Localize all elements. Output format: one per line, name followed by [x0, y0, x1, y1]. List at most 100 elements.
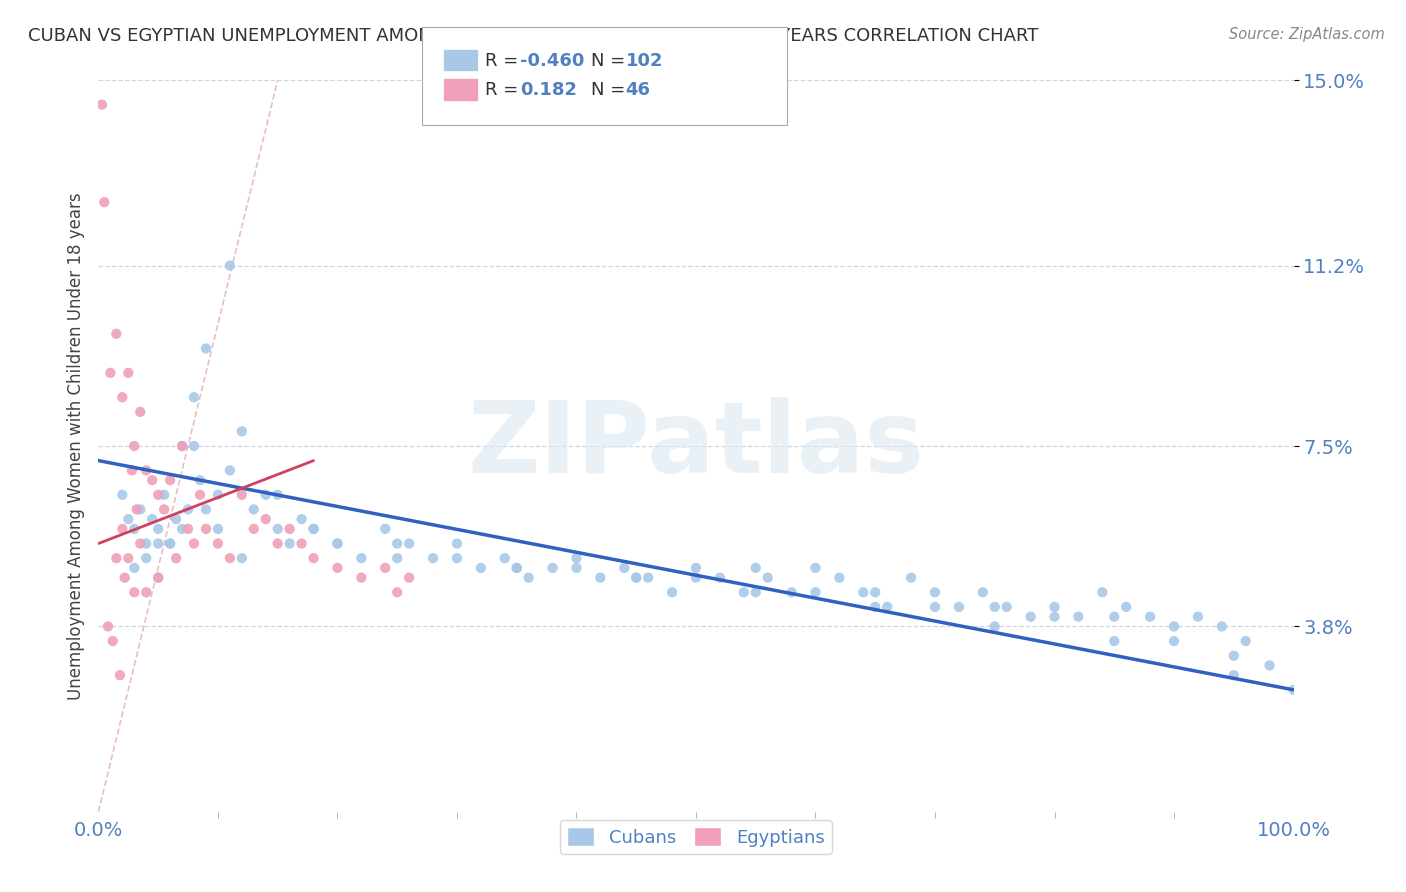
Point — [1282, 682, 1305, 697]
Point — [153, 502, 176, 516]
Point — [865, 585, 887, 599]
Point — [565, 561, 588, 575]
Point — [302, 551, 325, 566]
Legend: Cubans, Egyptians: Cubans, Egyptians — [560, 820, 832, 854]
Text: N =: N = — [591, 81, 630, 99]
Point — [105, 551, 128, 566]
Text: R =: R = — [485, 52, 524, 70]
Point — [1043, 599, 1066, 614]
Text: CUBAN VS EGYPTIAN UNEMPLOYMENT AMONG WOMEN WITH CHILDREN UNDER 18 YEARS CORRELAT: CUBAN VS EGYPTIAN UNEMPLOYMENT AMONG WOM… — [28, 27, 1039, 45]
Point — [98, 366, 122, 380]
Text: ZIPatlas: ZIPatlas — [468, 398, 924, 494]
Point — [1234, 634, 1257, 648]
Point — [159, 473, 181, 487]
Point — [111, 390, 134, 404]
Point — [183, 439, 205, 453]
Point — [291, 512, 314, 526]
Point — [177, 522, 200, 536]
Point — [153, 488, 176, 502]
Point — [876, 599, 898, 614]
Point — [589, 571, 612, 585]
Point — [135, 536, 157, 550]
Text: 0.182: 0.182 — [520, 81, 578, 99]
Point — [243, 522, 266, 536]
Point — [172, 439, 194, 453]
Point — [1139, 609, 1161, 624]
Point — [117, 512, 139, 526]
Point — [114, 571, 136, 585]
Point — [135, 585, 157, 599]
Point — [326, 561, 349, 575]
Point — [148, 488, 170, 502]
Point — [207, 488, 229, 502]
Point — [972, 585, 994, 599]
Point — [1258, 658, 1281, 673]
Point — [1163, 634, 1185, 648]
Point — [172, 522, 194, 536]
Point — [385, 551, 409, 566]
Y-axis label: Unemployment Among Women with Children Under 18 years: Unemployment Among Women with Children U… — [66, 192, 84, 700]
Point — [124, 522, 146, 536]
Point — [219, 463, 242, 477]
Point — [183, 536, 205, 550]
Point — [446, 551, 468, 566]
Point — [117, 551, 139, 566]
Point — [626, 571, 648, 585]
Point — [709, 571, 731, 585]
Point — [1043, 609, 1066, 624]
Point — [422, 551, 444, 566]
Point — [506, 561, 529, 575]
Point — [385, 536, 409, 550]
Point — [1187, 609, 1209, 624]
Point — [852, 585, 875, 599]
Point — [446, 536, 468, 550]
Point — [637, 571, 659, 585]
Point — [188, 488, 211, 502]
Point — [1019, 609, 1042, 624]
Point — [1223, 668, 1246, 682]
Point — [984, 619, 1007, 633]
Point — [780, 585, 803, 599]
Point — [1091, 585, 1114, 599]
Point — [148, 571, 170, 585]
Point — [565, 551, 588, 566]
Point — [948, 599, 970, 614]
Point — [661, 585, 683, 599]
Point — [613, 561, 636, 575]
Point — [111, 488, 134, 502]
Point — [108, 668, 131, 682]
Point — [243, 502, 266, 516]
Point — [506, 561, 529, 575]
Point — [326, 536, 349, 550]
Point — [195, 502, 218, 516]
Point — [101, 634, 124, 648]
Point — [105, 326, 128, 341]
Text: Source: ZipAtlas.com: Source: ZipAtlas.com — [1229, 27, 1385, 42]
Point — [135, 551, 157, 566]
Point — [267, 522, 290, 536]
Point — [117, 366, 139, 380]
Point — [219, 551, 242, 566]
Point — [1104, 634, 1126, 648]
Point — [231, 425, 253, 439]
Point — [124, 439, 146, 453]
Point — [165, 551, 187, 566]
Point — [148, 522, 170, 536]
Point — [267, 536, 290, 550]
Point — [924, 599, 946, 614]
Point — [207, 522, 229, 536]
Point — [219, 259, 242, 273]
Point — [995, 599, 1018, 614]
Point — [159, 536, 181, 550]
Point — [398, 571, 420, 585]
Point — [1115, 599, 1137, 614]
Point — [398, 536, 420, 550]
Point — [350, 551, 373, 566]
Text: 102: 102 — [626, 52, 664, 70]
Point — [195, 522, 218, 536]
Point — [129, 405, 152, 419]
Point — [924, 585, 946, 599]
Point — [626, 571, 648, 585]
Point — [865, 599, 887, 614]
Text: R =: R = — [485, 81, 530, 99]
